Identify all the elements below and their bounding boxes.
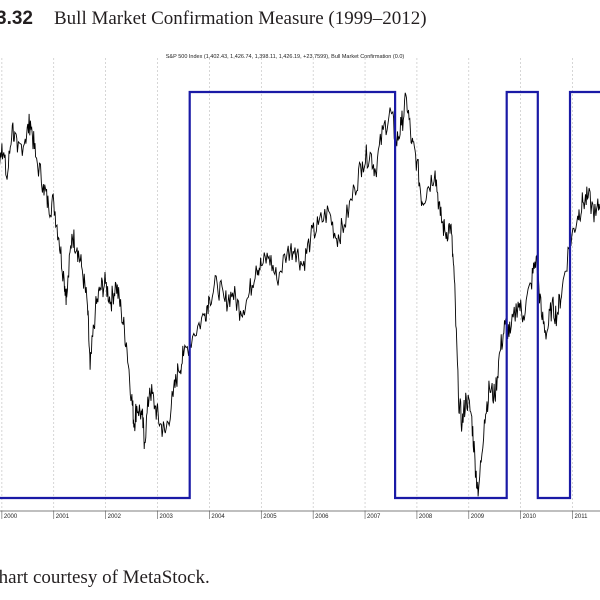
plot-area: S&P 500 Index (1,402.43, 1,426.74, 1,398…	[0, 54, 600, 520]
x-tick-label-2007: 2007	[367, 514, 381, 520]
figure-heading: 3.32 Bull Market Confirmation Measure (1…	[0, 6, 600, 36]
x-tick-label-2000: 2000	[4, 514, 18, 520]
series-sp500-line	[0, 92, 600, 497]
figure-title: Bull Market Confirmation Measure (1999–2…	[54, 8, 427, 29]
x-tick-label-2003: 2003	[160, 514, 174, 520]
year-grid	[1, 58, 573, 519]
x-axis-labels: 1999200020012002200320042005200620072008…	[4, 514, 589, 520]
figure-number: 3.32	[0, 8, 33, 29]
x-tick-label-2002: 2002	[108, 514, 122, 520]
x-tick-label-2008: 2008	[419, 514, 433, 520]
x-tick-label-2009: 2009	[471, 514, 485, 520]
chart: S&P 500 Index (1,402.43, 1,426.74, 1,398…	[0, 54, 600, 520]
series-bull-confirmation-line	[0, 90, 600, 500]
figure-caption: Chart courtesy of MetaStock.	[0, 567, 210, 588]
x-tick-label-2006: 2006	[315, 514, 329, 520]
chart-header: S&P 500 Index (1,402.43, 1,426.74, 1,398…	[166, 54, 405, 60]
x-tick-label-2011: 2011	[575, 514, 589, 520]
x-tick-label-2001: 2001	[56, 514, 70, 520]
x-tick-label-2005: 2005	[263, 514, 277, 520]
x-tick-label-2010: 2010	[523, 514, 537, 520]
x-tick-label-2004: 2004	[211, 514, 225, 520]
